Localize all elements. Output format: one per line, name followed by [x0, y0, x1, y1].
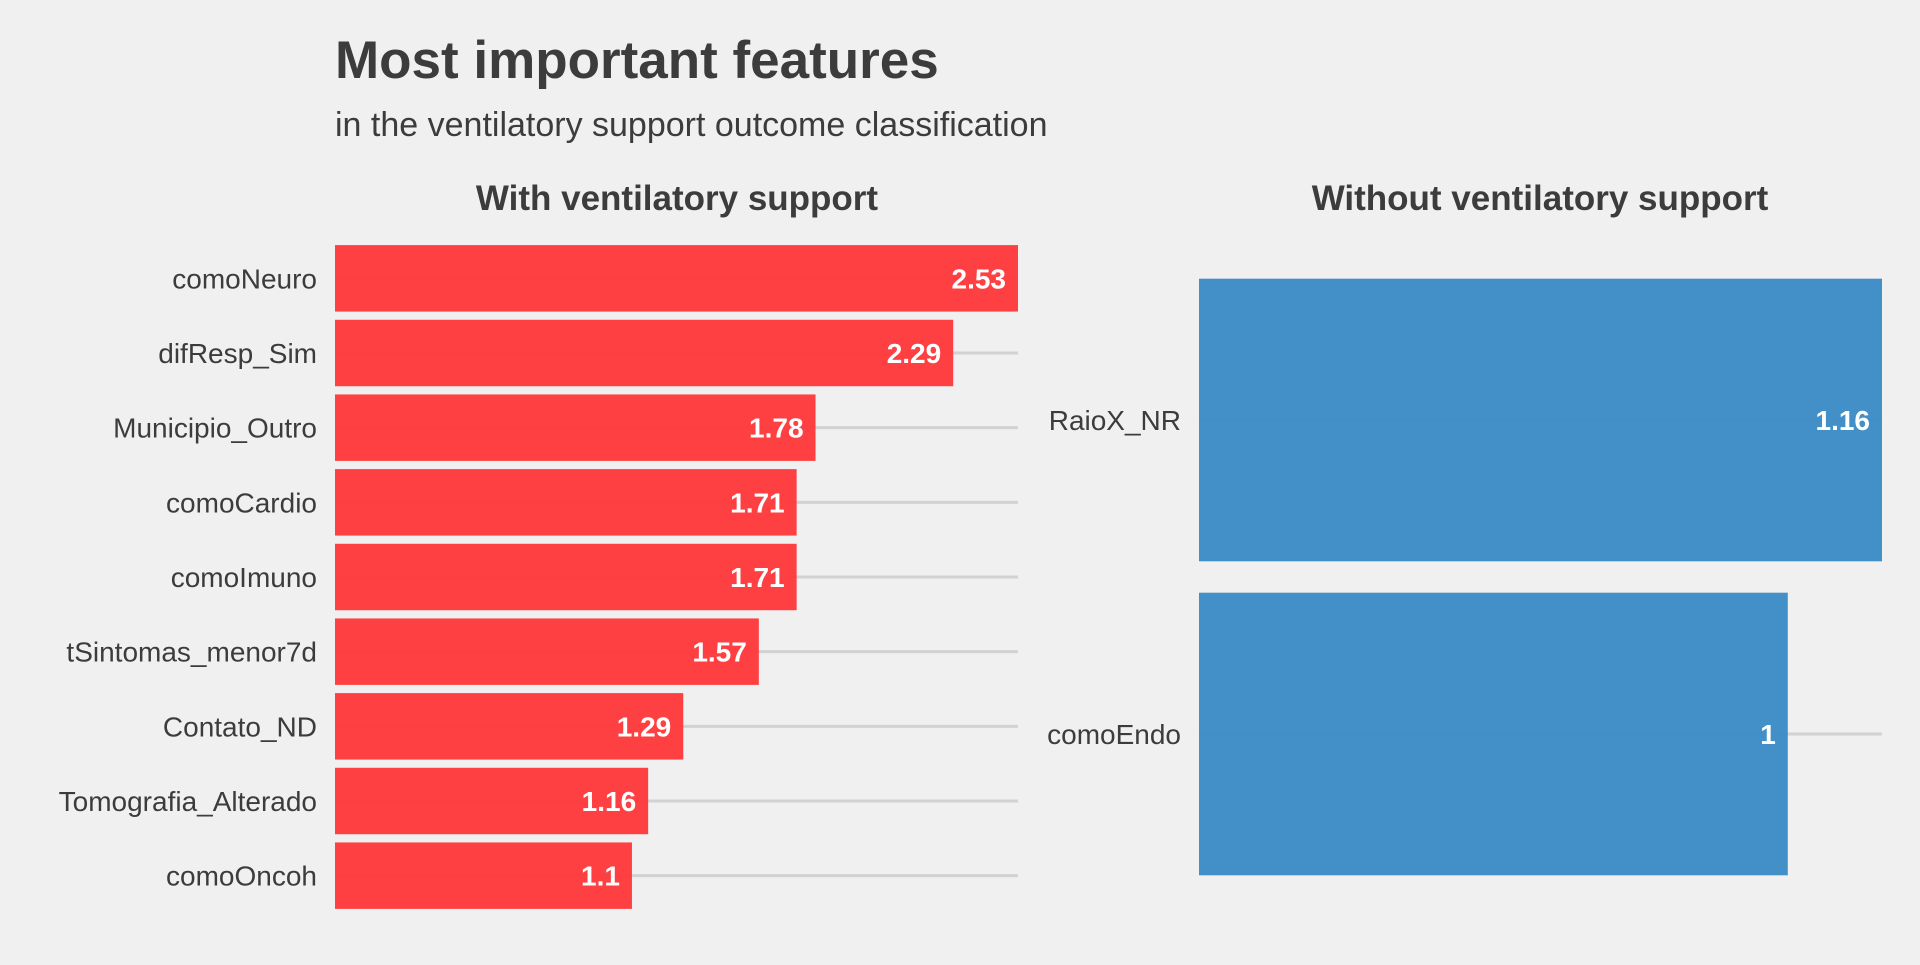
chart-title: Most important features: [335, 31, 939, 90]
panel-title-without-support: Without ventilatory support: [1312, 179, 1769, 218]
category-label: tSintomas_menor7d: [66, 637, 317, 668]
value-label: 2.53: [952, 263, 1007, 294]
category-label: difResp_Sim: [158, 338, 317, 369]
value-label: 2.29: [887, 338, 942, 369]
bar-Tomografia_Alterado: [335, 767, 649, 835]
value-label: 1.16: [582, 786, 637, 817]
category-label: comoEndo: [1047, 719, 1181, 750]
panel-with-support: comoNeuro 2.53 difResp_Sim 2.29 Municipio_Ou…: [59, 245, 1018, 909]
category-label: comoImuno: [171, 562, 317, 593]
panel-title-with-support: With ventilatory support: [476, 179, 879, 218]
value-label: 1.1: [581, 861, 620, 892]
category-label: Municipio_Outro: [113, 413, 317, 444]
bar-difResp_Sim: [335, 319, 954, 387]
value-label: 1.29: [617, 711, 672, 742]
category-label: RaioX_NR: [1049, 405, 1181, 436]
category-label: comoCardio: [166, 487, 317, 518]
category-label: comoOncoh: [166, 861, 317, 892]
value-label: 1.71: [730, 487, 785, 518]
panel-without-support: RaioX_NR 1.16 comoEndo 1: [1047, 278, 1882, 876]
bar-comoImuno: [335, 543, 797, 611]
value-label: 1.57: [692, 637, 747, 668]
category-label: Contato_ND: [163, 711, 317, 742]
value-label: 1.78: [749, 413, 804, 444]
bar-comoCardio: [335, 469, 797, 536]
chart-subtitle: in the ventilatory support outcome class…: [335, 106, 1047, 144]
bar-RaioX_NR: [1199, 278, 1882, 562]
category-label: comoNeuro: [172, 263, 317, 294]
bar-comoEndo: [1199, 592, 1788, 876]
bar-Municipio_Outro: [335, 394, 816, 461]
bar-comoOncoh: [335, 842, 632, 909]
value-label: 1.71: [730, 562, 785, 593]
bar-tSintomas_menor7d: [335, 618, 759, 685]
bar-comoNeuro: [335, 245, 1018, 312]
value-label: 1: [1760, 719, 1776, 750]
value-label: 1.16: [1816, 405, 1871, 436]
category-label: Tomografia_Alterado: [59, 786, 317, 817]
bar-Contato_ND: [335, 693, 684, 760]
